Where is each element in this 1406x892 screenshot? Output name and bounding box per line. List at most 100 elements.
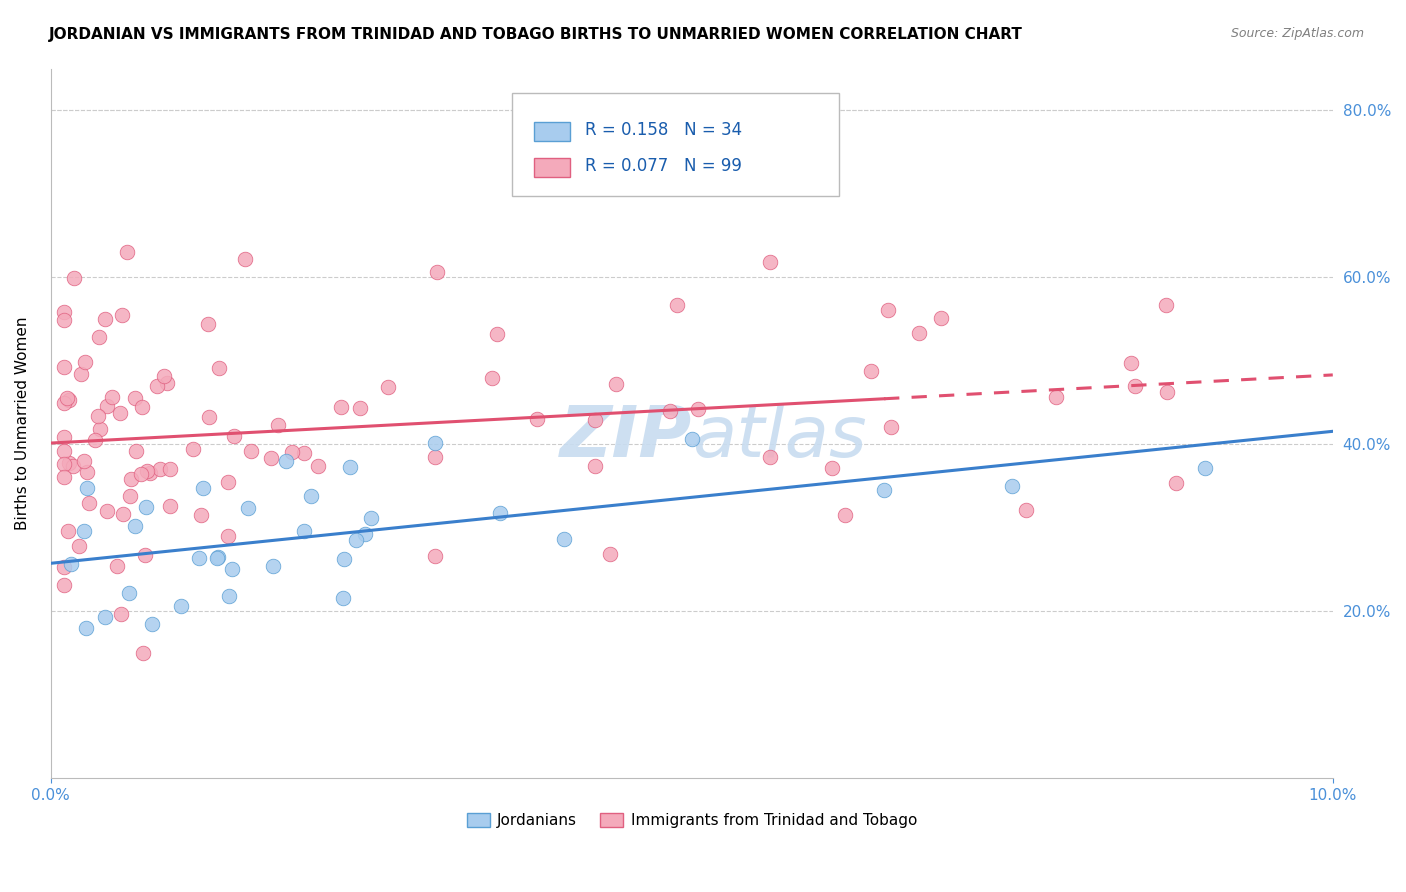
Point	[62, 458, 84, 473]
Point	[159, 462, 181, 476]
Point	[1156, 298, 1178, 312]
Point	[111, 507, 134, 521]
Point	[118, 586, 141, 600]
Point	[222, 429, 245, 443]
Point	[821, 460, 844, 475]
Point	[76, 465, 98, 479]
Text: Source: ZipAtlas.com: Source: ZipAtlas.com	[1230, 27, 1364, 40]
Point	[481, 370, 503, 384]
Point	[110, 607, 132, 621]
Point	[190, 508, 212, 522]
Point	[931, 311, 953, 326]
Point	[1015, 503, 1038, 517]
Point	[880, 420, 903, 434]
Point	[377, 380, 399, 394]
Text: ZIP: ZIP	[560, 403, 692, 472]
Point	[1045, 391, 1067, 405]
Point	[834, 508, 856, 522]
Text: atlas: atlas	[692, 403, 866, 472]
Point	[105, 559, 128, 574]
Point	[52, 470, 75, 484]
Point	[553, 532, 575, 546]
Text: R = 0.158   N = 34: R = 0.158 N = 34	[585, 121, 742, 139]
Point	[67, 539, 90, 553]
Bar	[534, 158, 569, 178]
Point	[101, 390, 124, 404]
Text: R = 0.077   N = 99: R = 0.077 N = 99	[585, 158, 742, 176]
Point	[299, 489, 322, 503]
Point	[138, 466, 160, 480]
Point	[332, 551, 354, 566]
Point	[659, 403, 682, 417]
Point	[1156, 384, 1178, 399]
Point	[665, 297, 688, 311]
Point	[1194, 461, 1216, 475]
Point	[330, 401, 353, 415]
Point	[55, 391, 77, 405]
Point	[526, 412, 548, 426]
Point	[488, 507, 510, 521]
Point	[94, 312, 117, 326]
Point	[93, 610, 115, 624]
Point	[187, 550, 209, 565]
Point	[218, 589, 240, 603]
Point	[425, 436, 447, 450]
Point	[136, 464, 159, 478]
Point	[170, 599, 193, 614]
FancyBboxPatch shape	[512, 94, 839, 196]
Point	[87, 330, 110, 344]
Point	[52, 577, 75, 591]
Point	[58, 524, 80, 538]
Point	[221, 562, 243, 576]
Point	[217, 529, 239, 543]
Point	[124, 392, 146, 406]
Point	[115, 244, 138, 259]
Point	[292, 524, 315, 538]
Point	[758, 450, 780, 465]
Point	[423, 450, 446, 464]
Point	[681, 432, 703, 446]
Point	[134, 548, 156, 562]
Point	[111, 308, 134, 322]
Point	[73, 454, 96, 468]
Point	[307, 459, 329, 474]
Point	[207, 550, 229, 565]
Point	[262, 559, 284, 574]
Point	[76, 482, 98, 496]
Point	[266, 418, 288, 433]
Point	[120, 473, 142, 487]
Point	[125, 443, 148, 458]
Point	[238, 501, 260, 516]
Point	[360, 510, 382, 524]
Point	[75, 355, 97, 369]
Point	[1001, 479, 1024, 493]
Point	[87, 409, 110, 424]
Point	[58, 456, 80, 470]
Point	[75, 621, 97, 635]
Point	[859, 364, 882, 378]
Bar	[534, 122, 569, 141]
Point	[197, 317, 219, 331]
Point	[907, 326, 929, 340]
Point	[191, 481, 214, 495]
Point	[96, 504, 118, 518]
Point	[181, 442, 204, 456]
Point	[89, 422, 111, 436]
Point	[153, 369, 176, 384]
Point	[425, 549, 447, 564]
Point	[585, 413, 607, 427]
Point	[52, 313, 75, 327]
Point	[52, 360, 75, 375]
Point	[583, 458, 606, 473]
Point	[156, 376, 179, 391]
Point	[344, 533, 367, 547]
Point	[873, 483, 896, 497]
Point	[486, 326, 509, 341]
Point	[52, 457, 75, 471]
Point	[52, 560, 75, 574]
Point	[52, 305, 75, 319]
Point	[1123, 379, 1146, 393]
Point	[131, 400, 153, 414]
Point	[339, 459, 361, 474]
Point	[108, 406, 131, 420]
